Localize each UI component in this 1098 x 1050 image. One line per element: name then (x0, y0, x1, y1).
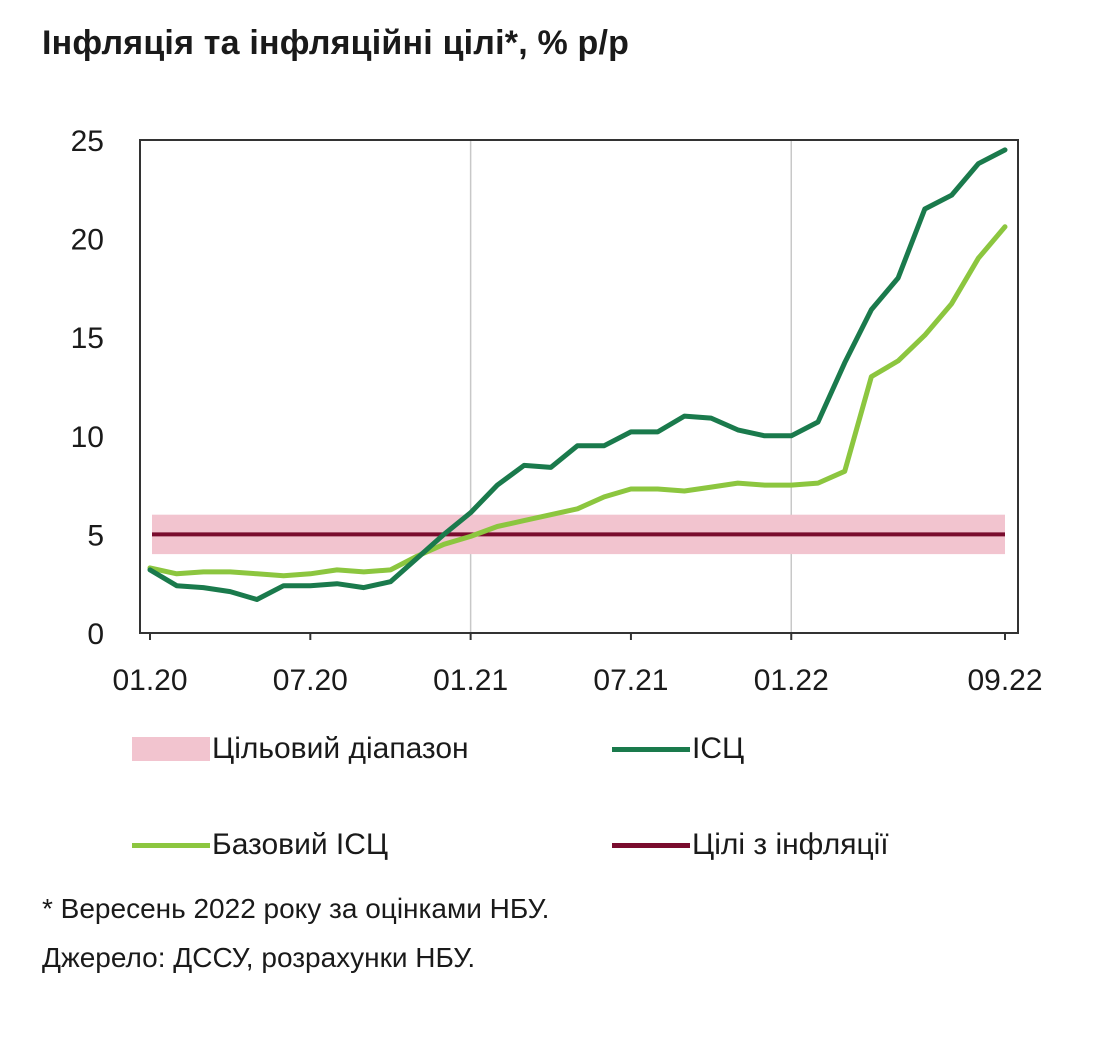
source-note: Джерело: ДССУ, розрахунки НБУ. (42, 942, 476, 973)
legend-item-inflation-target: Цілі з інфляції (612, 828, 889, 862)
plot-frame (139, 139, 1019, 634)
y-tick-label-25: 25 (71, 125, 104, 158)
series-line-core-cpi (147, 224, 1008, 579)
tick-labels-layer: 0 5 10 15 20 25 01.20 07.20 01.21 07.21 01.22 09.22 (71, 125, 1043, 697)
grid-layer (469, 140, 792, 633)
legend-cpi-label: ІСЦ (692, 732, 745, 765)
legend-target-swatch (612, 842, 690, 848)
legend-band-label: Цільовий діапазон (212, 732, 469, 765)
x-tick-label-01.20: 01.20 (112, 664, 187, 697)
legend-target-label: Цілі з інфляції (692, 828, 889, 861)
series-line-cpi (147, 147, 1008, 602)
y-tick-label-20: 20 (71, 224, 104, 257)
chart-title: Інфляція та інфляційні цілі*, % р/р (42, 24, 630, 62)
x-tick-label-09.22: 09.22 (967, 664, 1042, 697)
y-tick-label-5: 5 (87, 519, 104, 552)
x-tick-label-07.20: 07.20 (273, 664, 348, 697)
y-tick-label-15: 15 (71, 322, 104, 355)
x-tick-label-01.21: 01.21 (433, 664, 508, 697)
x-tick-label-07.21: 07.21 (593, 664, 668, 697)
legend-cpi-swatch (612, 746, 690, 752)
legend-core-swatch (132, 842, 210, 848)
series-layer (147, 147, 1008, 602)
y-tick-label-10: 10 (71, 421, 104, 454)
x-tick-label-01.22: 01.22 (754, 664, 829, 697)
footnote: * Вересень 2022 року за оцінками НБУ. (42, 893, 550, 924)
legend-item-target-band: Цільовий діапазон (132, 732, 469, 766)
y-tick-label-0: 0 (87, 618, 104, 651)
legend-core-label: Базовий ІСЦ (212, 828, 389, 861)
legend-item-cpi: ІСЦ (612, 732, 744, 766)
legend-item-core-cpi: Базовий ІСЦ (132, 828, 388, 862)
legend-band-swatch (132, 737, 210, 761)
inflation-chart: 0 5 10 15 20 25 01.20 07.20 01.21 07.21 01.22 09.22 (71, 125, 1043, 697)
axis-layer (139, 139, 1019, 640)
